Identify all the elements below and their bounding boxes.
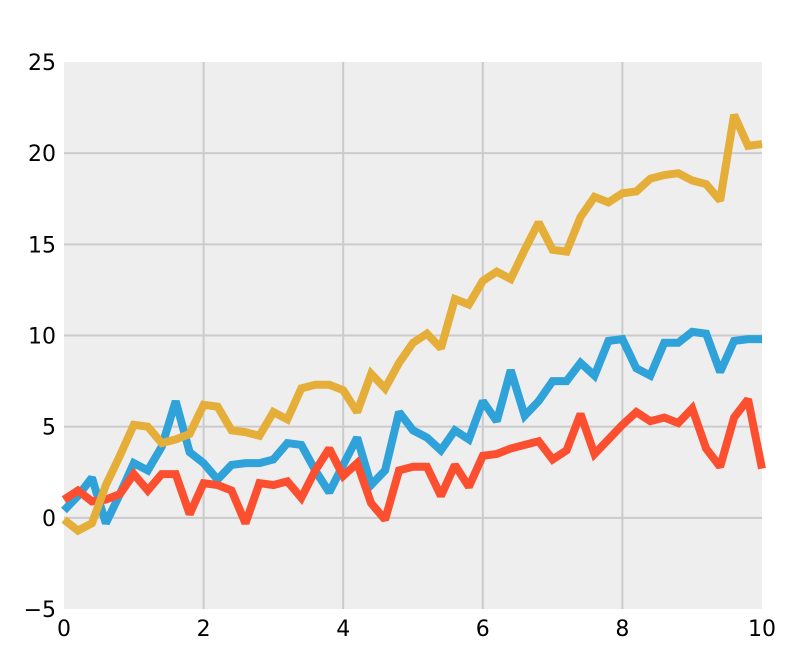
y-tick-label: 20: [28, 142, 56, 167]
y-tick-label: −5: [24, 598, 56, 623]
series-line-2: [61, 396, 766, 525]
x-axis-tick-labels: 0 2 4 6 8 10: [57, 617, 776, 642]
x-tick-label: 8: [615, 617, 629, 642]
series-line-1: [61, 327, 762, 526]
x-tick-label: 4: [336, 617, 350, 642]
x-tick-label: 2: [197, 617, 211, 642]
y-tick-label: 5: [42, 416, 56, 441]
y-tick-label: 10: [28, 325, 56, 350]
x-tick-label: 0: [57, 617, 71, 642]
series-group: [61, 113, 766, 536]
y-tick-label: 25: [28, 51, 56, 76]
x-tick-label: 10: [748, 617, 776, 642]
y-tick-label: 15: [28, 233, 56, 258]
y-tick-label: 0: [42, 507, 56, 532]
y-axis-tick-labels: −5 0 5 10 15 20 25: [24, 51, 56, 623]
series-line-3: [61, 113, 763, 536]
x-tick-label: 6: [476, 617, 490, 642]
